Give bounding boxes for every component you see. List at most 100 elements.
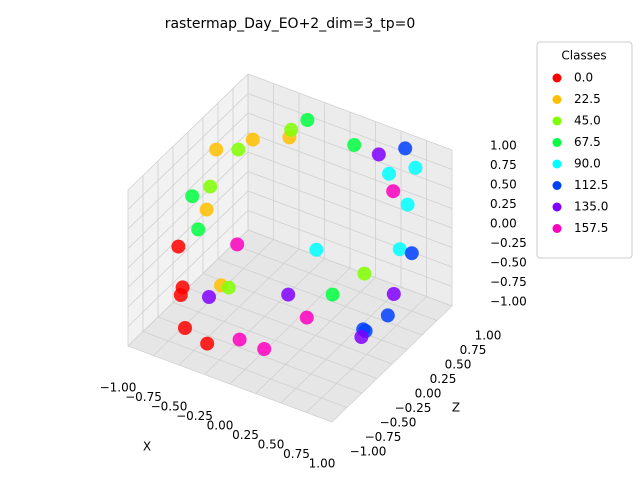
point (380, 308, 395, 323)
point (284, 122, 299, 137)
tick-label: −0.75 (365, 430, 402, 444)
point (209, 142, 224, 157)
point (400, 197, 415, 212)
point (175, 280, 190, 295)
point (245, 132, 260, 147)
point (300, 113, 315, 127)
points (171, 113, 423, 356)
point (200, 336, 215, 351)
tick-label: −0.25 (176, 409, 213, 423)
legend-marker (552, 116, 562, 126)
point (203, 179, 218, 194)
tick-label: −0.50 (380, 416, 417, 430)
grid-line (247, 112, 453, 190)
legend-marker (552, 73, 562, 83)
tick-label: −0.25 (490, 236, 527, 250)
legend-label: 45.0 (574, 114, 601, 128)
tick-label: 1.00 (475, 329, 502, 343)
tick-label: 0.00 (490, 217, 517, 231)
grid-line (127, 93, 249, 210)
point (386, 184, 401, 199)
tick-label: 0.25 (232, 428, 259, 442)
grid-line (247, 93, 453, 170)
tick-label: −1.00 (350, 445, 387, 459)
point (178, 321, 192, 335)
point (230, 237, 245, 252)
tick-label: −0.75 (125, 390, 162, 404)
legend-marker (552, 224, 562, 233)
legend-label: 0.0 (574, 71, 593, 85)
grid-line (247, 151, 453, 229)
point (392, 242, 407, 257)
point (191, 222, 206, 237)
grid-line (127, 190, 249, 308)
tick-label: −1.00 (100, 381, 137, 395)
point (408, 160, 423, 175)
tick-label: 0.50 (445, 358, 472, 372)
grid-line (127, 73, 249, 191)
point (386, 287, 401, 301)
tick-label: −0.50 (151, 400, 188, 414)
tick-label: 0.75 (490, 158, 517, 172)
tick-label: 1.00 (490, 139, 517, 153)
point (404, 246, 419, 261)
tick-label: −0.25 (395, 401, 432, 415)
point (325, 287, 340, 302)
tick-label: 0.50 (258, 438, 285, 452)
point (357, 266, 372, 281)
tick-label: −0.75 (490, 275, 527, 289)
legend-marker (552, 159, 562, 169)
legend-marker (552, 181, 562, 190)
grid-line (187, 287, 393, 365)
point (398, 141, 413, 156)
point (202, 290, 216, 304)
point (299, 310, 314, 325)
legend-label: 157.5 (574, 221, 608, 235)
grid-line (247, 73, 453, 151)
grid-line (127, 132, 249, 249)
point (221, 280, 236, 295)
legend: Classes 0.0 22.5 45.0 67.5 90.0 112.5 135.0 157… (536, 41, 633, 259)
point (382, 166, 396, 181)
y-axis-label: Z (452, 401, 460, 415)
x-axis-label: X (143, 440, 151, 454)
point (231, 142, 246, 157)
point (185, 189, 200, 204)
grid-line (247, 210, 453, 287)
tick-label: 0.50 (490, 178, 517, 192)
grid-line (232, 244, 438, 321)
legend-marker (552, 138, 562, 147)
legend-label: 112.5 (574, 178, 608, 192)
point (232, 332, 247, 347)
grid-line (127, 151, 249, 269)
tick-label: 1.00 (309, 457, 336, 471)
legend-marker (552, 95, 562, 104)
tick-label: −0.50 (490, 256, 527, 270)
tick-label: 0.25 (430, 372, 457, 386)
legend-label: 135.0 (574, 200, 608, 214)
tick-label: 0.75 (460, 343, 487, 357)
grid-line (127, 171, 249, 288)
legend-label: 90.0 (574, 157, 601, 171)
point (281, 287, 296, 302)
grid-line (142, 331, 348, 408)
grid-line (247, 229, 453, 307)
grid-line (127, 345, 333, 423)
point (171, 239, 186, 254)
legend-label: 22.5 (574, 92, 601, 106)
legend-title: Classes (561, 49, 606, 63)
grid-line (157, 316, 363, 394)
grid-line (247, 132, 453, 209)
point (257, 342, 272, 356)
point (309, 242, 324, 257)
tick-label: 0.75 (283, 447, 310, 461)
grid-line (247, 171, 453, 248)
tick-label: 0.00 (207, 419, 234, 433)
tick-label: −1.00 (490, 295, 527, 309)
point (371, 147, 386, 162)
chart-title: rastermap_Day_EO+2_dim=3_tp=0 (165, 16, 416, 32)
tick-label: 0.00 (415, 387, 442, 401)
grid-line (172, 302, 378, 379)
legend-label: 67.5 (574, 135, 601, 149)
